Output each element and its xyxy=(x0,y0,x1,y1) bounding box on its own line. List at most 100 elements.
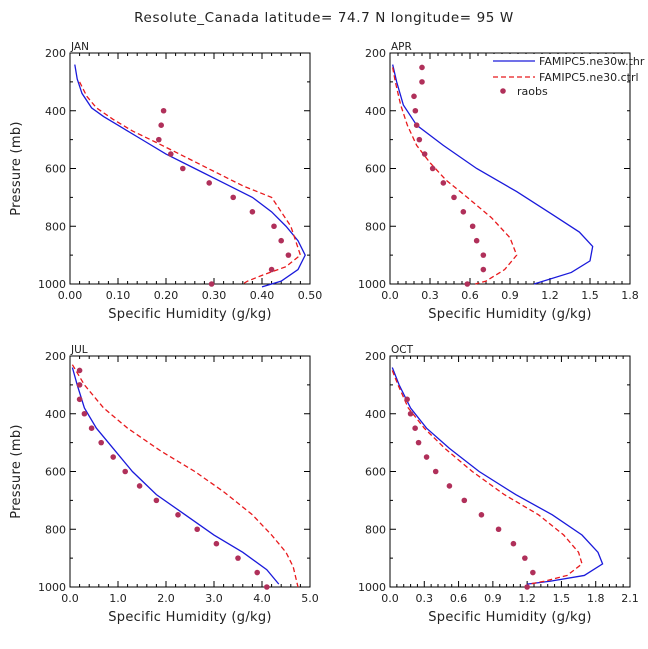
raobs-point xyxy=(122,468,128,475)
y-tick-label: 400 xyxy=(45,408,66,421)
series-line-ctrl xyxy=(71,364,299,588)
y-tick-label: 200 xyxy=(365,350,386,363)
raobs-point xyxy=(160,107,167,114)
raobs-point xyxy=(522,555,528,561)
raobs-point xyxy=(473,237,480,244)
x-tick-label: 0.0 xyxy=(381,592,399,605)
y-tick-label: 1000 xyxy=(358,278,386,291)
x-tick-label: 0.6 xyxy=(461,289,479,302)
chart-panel-oct: 0.0 0.3 0.6 0.9 1.2 1.5 1.8 2.1 200 400 600 800 1000… xyxy=(358,344,639,625)
legend-box xyxy=(487,54,627,124)
series-line-thr xyxy=(392,64,594,285)
raobs-point xyxy=(76,367,83,374)
x-tick-label: 4.0 xyxy=(253,592,271,605)
raobs-point xyxy=(268,266,275,273)
raobs-point xyxy=(249,209,256,215)
raobs-point xyxy=(404,396,410,403)
raobs-point xyxy=(412,425,418,431)
series-line-thr xyxy=(74,64,306,288)
panel-title: APR xyxy=(391,41,412,53)
y-tick-label: 1000 xyxy=(38,278,66,291)
x-axis-label: Specific Humidity (g/kg) xyxy=(428,307,592,322)
y-tick-label: 800 xyxy=(365,220,386,233)
y-axis-label: Pressure (mb) xyxy=(9,424,24,519)
raobs-point xyxy=(495,526,502,533)
raobs-point xyxy=(415,439,422,446)
raobs-point xyxy=(168,151,174,157)
raobs-point xyxy=(175,512,181,518)
raobs-point xyxy=(429,165,436,172)
x-tick-label: 1.5 xyxy=(553,592,571,605)
x-tick-label: 0.3 xyxy=(416,592,434,605)
raobs-point xyxy=(206,180,212,186)
x-axis-label: Specific Humidity (g/kg) xyxy=(108,307,272,322)
panel-title: JAN xyxy=(70,41,89,53)
raobs-point xyxy=(419,79,425,85)
x-tick-label: 1.8 xyxy=(587,592,605,605)
x-tick-label: 5.0 xyxy=(301,592,319,605)
y-tick-label: 200 xyxy=(45,350,66,363)
series-line-ctrl xyxy=(392,67,518,285)
raobs-point xyxy=(264,584,270,590)
x-tick-label: 1.2 xyxy=(518,592,536,605)
raobs-point xyxy=(440,180,447,186)
raobs-point xyxy=(421,151,428,157)
x-tick-label: 3.0 xyxy=(205,592,223,605)
x-tick-label: 0.30 xyxy=(202,289,227,302)
plot-frame xyxy=(69,52,311,285)
raobs-point xyxy=(230,194,236,201)
raobs-point xyxy=(464,281,471,287)
raobs-point xyxy=(76,396,83,403)
series-line-ctrl xyxy=(79,81,302,285)
x-tick-label: 0.10 xyxy=(106,289,131,302)
raobs-point xyxy=(194,526,200,533)
raobs-point xyxy=(461,497,468,504)
chart-panels: 0.00 0.10 0.20 0.30 0.40 0.50 200 400 600 800 1000… xyxy=(9,41,645,625)
y-tick-label: 800 xyxy=(365,523,386,536)
y-tick-label: 200 xyxy=(365,47,386,60)
raobs-point xyxy=(208,281,215,287)
x-tick-label: 0.0 xyxy=(61,592,79,605)
raobs-point xyxy=(285,252,292,258)
x-axis-label: Specific Humidity (g/kg) xyxy=(108,610,272,625)
y-axis-label: Pressure (mb) xyxy=(9,121,24,216)
raobs-point xyxy=(278,237,285,244)
x-tick-label: 2.1 xyxy=(621,592,639,605)
x-tick-label: 1.2 xyxy=(541,289,559,302)
x-tick-label: 0.00 xyxy=(58,289,83,302)
y-tick-label: 1000 xyxy=(358,581,386,594)
series-line-thr xyxy=(391,367,604,585)
raobs-point xyxy=(419,64,425,71)
raobs-point xyxy=(88,425,95,431)
raobs-point xyxy=(98,439,104,446)
raobs-point xyxy=(416,136,423,143)
x-tick-label: 0.0 xyxy=(381,289,399,302)
y-tick-label: 400 xyxy=(365,408,386,421)
y-tick-label: 800 xyxy=(45,220,66,233)
y-tick-label: 600 xyxy=(45,163,66,176)
raobs-point xyxy=(480,266,487,273)
legend-label: raobs xyxy=(517,85,548,98)
raobs-point xyxy=(530,569,536,576)
chart-panel-apr: 0.0 0.3 0.6 0.9 1.2 1.5 1.8 200 400 600 800 1000 APR… xyxy=(358,41,645,322)
raobs-point xyxy=(81,410,88,417)
raobs-point xyxy=(153,497,160,504)
raobs-point xyxy=(156,136,162,143)
x-tick-label: 0.9 xyxy=(501,289,519,302)
raobs-point xyxy=(411,93,417,100)
legend-label: FAMIPC5.ne30.ctrl xyxy=(539,71,639,84)
raobs-point xyxy=(271,223,277,230)
raobs-point xyxy=(524,584,530,590)
chart-panel-jul: 0.0 1.0 2.0 3.0 4.0 5.0 200 400 600 800 1000 JUL Spe… xyxy=(9,344,319,625)
legend-label: FAMIPC5.ne30w.thr xyxy=(539,55,645,68)
x-tick-label: 1.5 xyxy=(581,289,599,302)
x-axis-label: Specific Humidity (g/kg) xyxy=(428,610,592,625)
raobs-point xyxy=(423,454,430,460)
x-tick-label: 2.0 xyxy=(157,592,175,605)
figure-title: Resolute_Canada latitude= 74.7 N longitu… xyxy=(134,10,514,26)
raobs-point xyxy=(432,468,439,475)
x-tick-label: 0.40 xyxy=(250,289,275,302)
raobs-point xyxy=(446,483,453,489)
